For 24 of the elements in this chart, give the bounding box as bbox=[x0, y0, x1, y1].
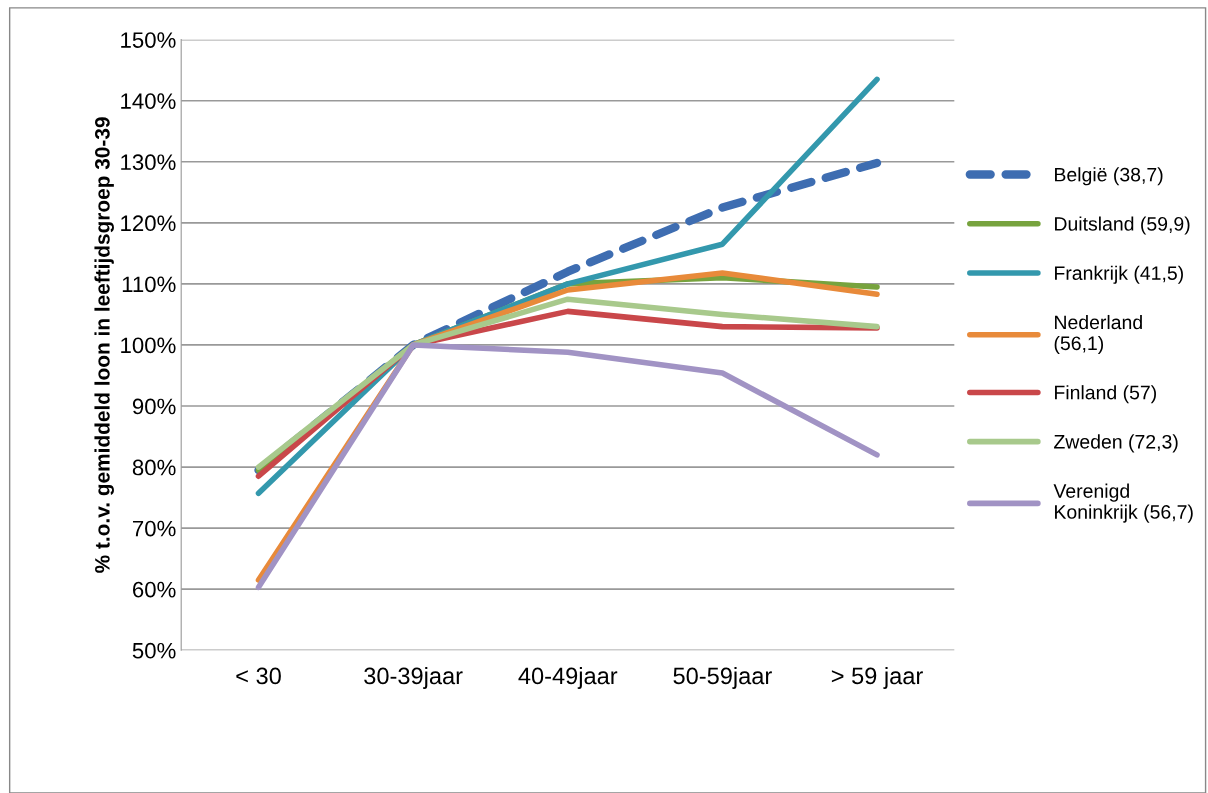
y-tick-label: 140% bbox=[121, 93, 176, 109]
x-tick-label: 40-49jaar bbox=[518, 666, 618, 689]
legend-label: Duitsland (59,9) bbox=[1055, 216, 1190, 235]
y-tick-label: 150% bbox=[121, 32, 176, 48]
y-tick-label: 50% bbox=[132, 642, 176, 659]
y-tick-label: 90% bbox=[132, 398, 176, 415]
y-tick-label: 70% bbox=[133, 520, 176, 537]
y-tick-label: 100% bbox=[121, 337, 176, 354]
y-tick-label: 60% bbox=[132, 581, 176, 598]
y-tick-label: 80% bbox=[132, 459, 176, 476]
y-tick-label: 130% bbox=[121, 154, 176, 171]
x-tick-label: 30-39jaar bbox=[364, 666, 463, 689]
legend-label: Verenigd Koninkrijk (56,7) bbox=[1053, 483, 1193, 523]
x-tick-label: > 59 jaar bbox=[831, 666, 923, 689]
legend-label: België (38,7) bbox=[1055, 167, 1163, 186]
legend-label: Zweden (72,3) bbox=[1054, 434, 1178, 453]
y-tick-label: 110% bbox=[122, 276, 176, 293]
legend-label: Frankrijk (41,5) bbox=[1055, 265, 1183, 284]
y-axis-title: % t.o.v. gemiddeld loon in leeftijdsgroep 30-39 bbox=[94, 117, 114, 573]
x-tick-label: < 30 bbox=[236, 667, 281, 685]
y-tick-label: 120% bbox=[121, 215, 176, 232]
legend-label: Finland (57) bbox=[1055, 385, 1156, 404]
x-tick-label: 50-59jaar bbox=[673, 666, 772, 689]
legend-label: Nederland (56,1) bbox=[1054, 314, 1142, 355]
